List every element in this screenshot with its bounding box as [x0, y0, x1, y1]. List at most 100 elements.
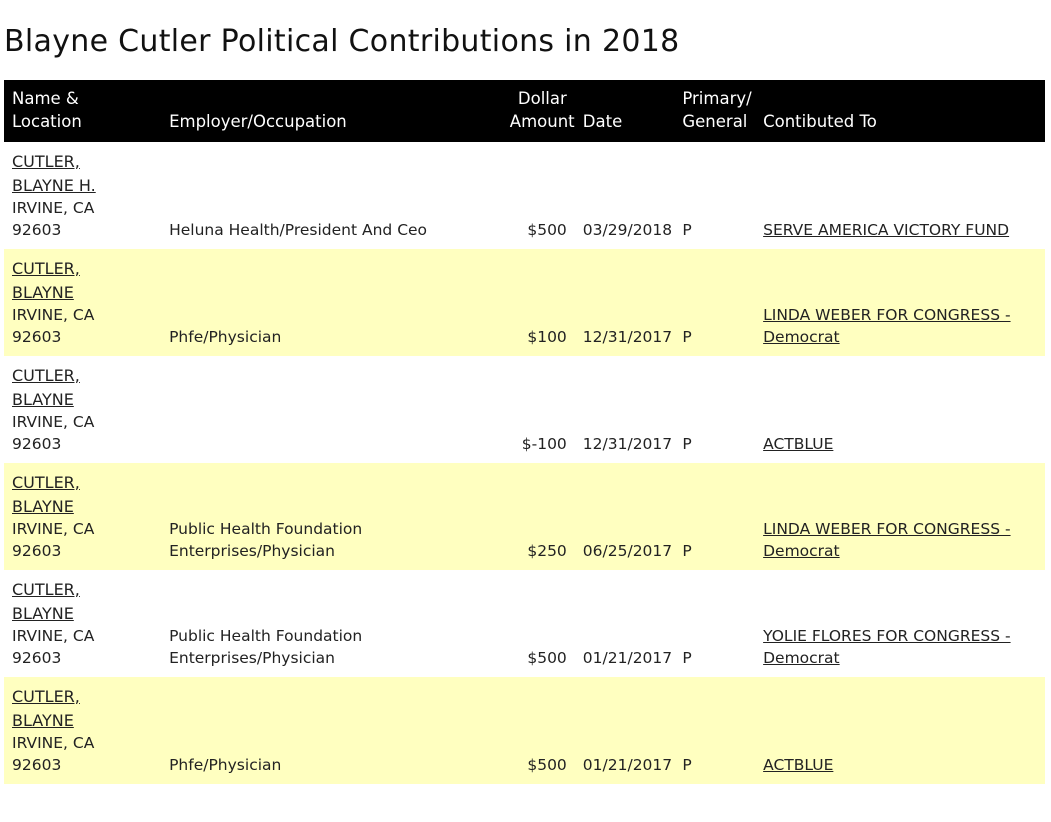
table-row: CUTLER, BLAYNE IRVINE, CA 92603 Phfe/Physici… — [4, 677, 1045, 784]
header-amount: Dollar Amount — [502, 80, 575, 142]
contributor-zip: 92603 — [12, 221, 62, 239]
cell-amount: $-100 — [521, 435, 567, 453]
employer-line: Phfe/Physician — [169, 756, 282, 774]
cell-employer: Heluna Health/President And Ceo — [161, 142, 502, 249]
header-pg-line1: Primary/ — [682, 89, 752, 108]
cell-primary-general: P — [682, 542, 692, 560]
cell-employer: Phfe/Physician — [161, 249, 502, 356]
header-amount-line1: Dollar — [517, 89, 567, 108]
contributor-name-link[interactable]: CUTLER, — [12, 580, 80, 599]
header-name-line2: Location — [12, 112, 82, 131]
cell-name-location: CUTLER, BLAYNE H. IRVINE, CA 92603 — [4, 142, 161, 249]
header-date: Date — [582, 112, 623, 131]
recipient-link[interactable]: ACTBLUE — [763, 435, 833, 453]
contributor-city: IRVINE, CA — [12, 520, 95, 538]
recipient-line: Democrat — [763, 328, 840, 346]
employer-line: Enterprises/Physician — [169, 542, 335, 560]
cell-employer — [161, 356, 502, 463]
contributor-city: IRVINE, CA — [12, 734, 95, 752]
header-pg-line2: General — [682, 112, 748, 131]
contributor-name-link[interactable]: BLAYNE — [12, 710, 74, 730]
cell-date: 12/31/2017 — [582, 435, 673, 453]
recipient-line: ACTBLUE — [763, 435, 834, 453]
recipient-link[interactable]: SERVE AMERICA VICTORY FUND — [763, 221, 1009, 239]
recipient-line: SERVE AMERICA VICTORY FUND — [763, 221, 1010, 239]
cell-employer: Phfe/Physician — [161, 677, 502, 784]
cell-date: 03/29/2018 — [582, 221, 673, 239]
cell-amount: $500 — [527, 756, 567, 774]
recipient-link[interactable]: YOLIE FLORES FOR CONGRESS - Democrat — [763, 627, 1010, 667]
contributor-zip: 92603 — [12, 542, 62, 560]
recipient-line: YOLIE FLORES FOR CONGRESS - — [763, 627, 1011, 645]
cell-name-location: CUTLER, BLAYNE IRVINE, CA 92603 — [4, 249, 161, 356]
table-row: CUTLER, BLAYNE IRVINE, CA 92603 Public Healt… — [4, 463, 1045, 570]
recipient-link[interactable]: LINDA WEBER FOR CONGRESS - Democrat — [763, 520, 1010, 560]
cell-amount: $500 — [527, 649, 567, 667]
recipient-line: Democrat — [763, 649, 840, 667]
cell-amount: $500 — [527, 221, 567, 239]
recipient-link[interactable]: LINDA WEBER FOR CONGRESS - Democrat — [763, 306, 1010, 346]
contributor-name-link[interactable]: BLAYNE H. — [12, 175, 96, 195]
contributor-name-link[interactable]: CUTLER, — [12, 473, 80, 492]
cell-amount: $100 — [527, 328, 567, 346]
table-row: CUTLER, BLAYNE IRVINE, CA 92603 $-100 12/31/2… — [4, 356, 1045, 463]
cell-employer: Public Health Foundation Enterprises/Phys… — [161, 463, 502, 570]
cell-amount: $250 — [527, 542, 567, 560]
page-title: Blayne Cutler Political Contributions in… — [4, 24, 680, 59]
header-recipient: Contibuted To — [763, 112, 877, 131]
cell-date: 01/21/2017 — [582, 756, 673, 774]
contributor-city: IRVINE, CA — [12, 413, 95, 431]
cell-recipient: ACTBLUE — [755, 677, 1045, 784]
employer-line: Public Health Foundation — [169, 627, 363, 645]
contributor-zip: 92603 — [12, 328, 62, 346]
recipient-line: LINDA WEBER FOR CONGRESS - — [763, 520, 1011, 538]
cell-name-location: CUTLER, BLAYNE IRVINE, CA 92603 — [4, 570, 161, 677]
cell-primary-general: P — [682, 649, 692, 667]
contributor-zip: 92603 — [12, 756, 62, 774]
cell-primary-general: P — [682, 435, 692, 453]
cell-primary-general: P — [682, 328, 692, 346]
table-row: CUTLER, BLAYNE IRVINE, CA 92603 Phfe/Physici… — [4, 249, 1045, 356]
contributor-name-link[interactable]: CUTLER, — [12, 687, 80, 706]
cell-employer: Public Health Foundation Enterprises/Phys… — [161, 570, 502, 677]
cell-date: 01/21/2017 — [582, 649, 673, 667]
contributor-zip: 92603 — [12, 435, 62, 453]
cell-recipient: SERVE AMERICA VICTORY FUND — [755, 142, 1045, 249]
recipient-link[interactable]: ACTBLUE — [763, 756, 833, 774]
cell-primary-general: P — [682, 756, 692, 774]
header-name-line1: Name & — [12, 89, 79, 108]
employer-line: Heluna Health/President And Ceo — [169, 221, 428, 239]
contributor-zip: 92603 — [12, 649, 62, 667]
contributor-name-link[interactable]: BLAYNE — [12, 603, 74, 623]
employer-line: Phfe/Physician — [169, 328, 282, 346]
header-amount-line2: Amount — [509, 112, 575, 131]
recipient-line: Democrat — [763, 542, 840, 560]
table-row: CUTLER, BLAYNE H. IRVINE, CA 92603 Heluna He… — [4, 142, 1045, 249]
cell-recipient: ACTBLUE — [755, 356, 1045, 463]
cell-recipient: LINDA WEBER FOR CONGRESS - Democrat — [755, 463, 1045, 570]
cell-name-location: CUTLER, BLAYNE IRVINE, CA 92603 — [4, 356, 161, 463]
header-employer: Employer/Occupation — [169, 112, 347, 131]
contributor-city: IRVINE, CA — [12, 627, 95, 645]
contributor-name-link[interactable]: BLAYNE — [12, 496, 74, 516]
cell-primary-general: P — [682, 221, 692, 239]
cell-name-location: CUTLER, BLAYNE IRVINE, CA 92603 — [4, 463, 161, 570]
employer-line: Enterprises/Physician — [169, 649, 335, 667]
recipient-line: LINDA WEBER FOR CONGRESS - — [763, 306, 1011, 324]
cell-date: 12/31/2017 — [582, 328, 673, 346]
contributor-name-link[interactable]: CUTLER, — [12, 152, 80, 171]
cell-date: 06/25/2017 — [582, 542, 673, 560]
contributor-name-link[interactable]: CUTLER, — [12, 259, 80, 278]
cell-name-location: CUTLER, BLAYNE IRVINE, CA 92603 — [4, 677, 161, 784]
header-primary-general: Primary/ General — [674, 80, 755, 142]
contributor-name-link[interactable]: BLAYNE — [12, 389, 74, 409]
table-header-row: Name & Location Employer/Occupation Doll… — [4, 80, 1045, 142]
recipient-line: ACTBLUE — [763, 756, 834, 774]
contributor-name-link[interactable]: CUTLER, — [12, 366, 80, 385]
cell-recipient: LINDA WEBER FOR CONGRESS - Democrat — [755, 249, 1045, 356]
cell-recipient: YOLIE FLORES FOR CONGRESS - Democrat — [755, 570, 1045, 677]
contributions-table: Name & Location Employer/Occupation Doll… — [4, 80, 1045, 784]
table-row: CUTLER, BLAYNE IRVINE, CA 92603 Public Healt… — [4, 570, 1045, 677]
contributor-name-link[interactable]: BLAYNE — [12, 282, 74, 302]
header-name-location: Name & Location — [4, 80, 161, 142]
